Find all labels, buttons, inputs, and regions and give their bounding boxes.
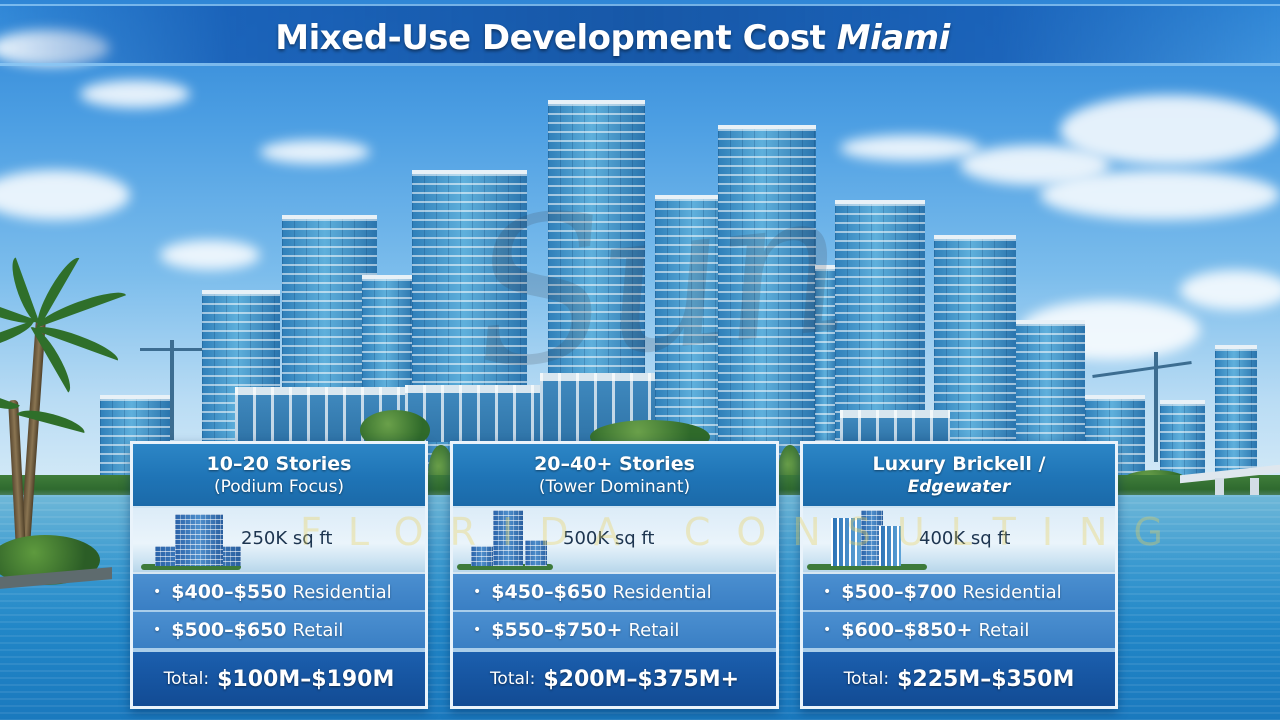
row-label: Residential [292,581,392,603]
bullet-icon: • [473,584,482,600]
retail-cost-row: • $600–$850+ Retail [803,612,1115,650]
residential-cost-row: • $500–$700 Residential [803,574,1115,612]
building [815,265,837,495]
card-subheading: (Podium Focus) [213,477,345,497]
total-value: $200M–$375M+ [543,666,740,692]
bullet-icon: • [823,622,832,638]
building-icon [879,526,901,566]
price-range: $500–$650 [171,619,287,641]
row-label: Residential [612,581,712,603]
bullet-icon: • [473,622,482,638]
total-value: $100M–$190M [217,666,395,692]
price-range: $550–$750+ [491,619,623,641]
building-icon [861,510,883,566]
building-icon [831,518,861,566]
price-range: $450–$650 [491,581,607,603]
cloud [80,80,190,108]
total-label: Total: [489,669,536,689]
total-cost: Total: $200M–$375M+ [453,650,776,706]
area-label: 500K sq ft [563,528,655,549]
bullet-icon: • [153,584,162,600]
cloud [260,140,370,164]
card-subheading: (Tower Dominant) [538,477,691,497]
cost-card-tower: 20–40+ Stories (Tower Dominant) 500K sq … [450,441,779,709]
row-label: Retail [292,619,344,641]
area-label: 250K sq ft [241,528,333,549]
card-heading: Luxury Brickell / [872,453,1046,475]
cloud [160,240,260,270]
card-heading: 10–20 Stories [206,453,352,475]
price-range: $500–$700 [841,581,957,603]
bullet-icon: • [153,622,162,638]
bullet-icon: • [823,584,832,600]
podium-building [840,410,950,442]
title-main: Mixed-Use Development Cost [275,18,826,58]
cloud [840,135,980,161]
retail-cost-row: • $550–$750+ Retail [453,612,776,650]
residential-cost-row: • $400–$550 Residential [133,574,425,612]
row-label: Retail [628,619,680,641]
ground-icon [807,564,927,570]
bridge-pier [1250,478,1259,504]
card-visual: 500K sq ft [453,508,776,574]
page-title: Mixed-Use Development Cost Miami [0,18,1225,58]
cost-card-luxury: Luxury Brickell / Edgewater 400K sq ft •… [800,441,1118,709]
cloud [0,170,130,220]
title-city: Miami [836,18,951,58]
card-visual: 400K sq ft [803,508,1115,574]
retail-cost-row: • $500–$650 Retail [133,612,425,650]
building-icon [493,510,523,566]
card-visual: 250K sq ft [133,508,425,574]
bridge-pier [1215,478,1224,504]
cost-card-podium: 10–20 Stories (Podium Focus) 250K sq ft … [130,441,428,709]
row-label: Residential [962,581,1062,603]
cloud [1060,95,1280,165]
card-header: 10–20 Stories (Podium Focus) [133,444,425,508]
ground-icon [457,564,553,570]
card-subheading: Edgewater [907,477,1011,497]
building-icon [525,540,547,566]
card-header: Luxury Brickell / Edgewater [803,444,1115,508]
total-label: Total: [163,669,210,689]
area-label: 400K sq ft [919,528,1011,549]
row-label: Retail [978,619,1030,641]
card-heading: 20–40+ Stories [534,453,695,475]
building [718,125,816,495]
title-banner: Mixed-Use Development Cost Miami [0,4,1280,66]
cloud [1180,270,1280,310]
total-cost: Total: $225M–$350M [803,650,1115,706]
price-range: $600–$850+ [841,619,973,641]
residential-cost-row: • $450–$650 Residential [453,574,776,612]
total-value: $225M–$350M [897,666,1075,692]
ground-icon [141,564,241,570]
building-icon [175,514,223,566]
price-range: $400–$550 [171,581,287,603]
cloud [1040,170,1280,220]
total-cost: Total: $100M–$190M [133,650,425,706]
card-header: 20–40+ Stories (Tower Dominant) [453,444,776,508]
total-label: Total: [843,669,890,689]
building-icon [471,546,493,566]
